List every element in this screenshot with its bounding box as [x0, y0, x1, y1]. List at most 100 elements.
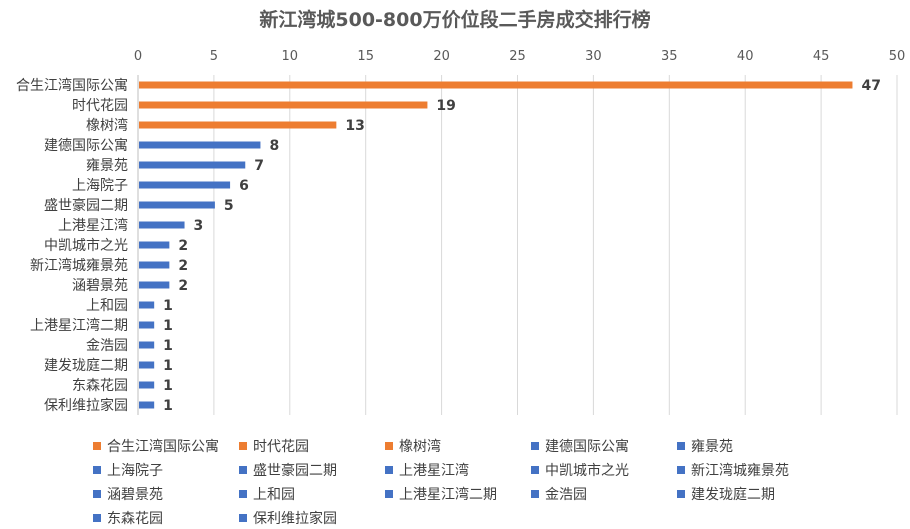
- category-label: 上港星江湾二期: [30, 317, 128, 334]
- legend-label: 保利维拉家园: [253, 511, 337, 527]
- data-label: 19: [436, 98, 455, 114]
- legend-swatch: [531, 442, 539, 450]
- data-label: 1: [163, 338, 173, 354]
- bar: [139, 81, 853, 89]
- legend-item: 合生江湾国际公寓: [93, 436, 219, 456]
- legend-item: 建德国际公寓: [531, 436, 629, 456]
- x-tick-label: 30: [585, 49, 602, 64]
- legend-swatch: [677, 466, 685, 474]
- legend-swatch: [93, 490, 101, 498]
- legend-item: 金浩园: [531, 484, 587, 504]
- legend-label: 涵碧景苑: [107, 487, 163, 503]
- bar: [139, 101, 428, 109]
- legend-item: 建发珑庭二期: [677, 484, 775, 504]
- category-label: 橡树湾: [86, 117, 128, 134]
- bar: [139, 301, 155, 309]
- legend-label: 合生江湾国际公寓: [107, 439, 219, 455]
- legend-label: 中凯城市之光: [545, 463, 629, 479]
- category-label: 雍景苑: [86, 158, 128, 174]
- category-label: 建德国际公寓: [44, 137, 128, 154]
- x-tick-label: 35: [661, 49, 678, 64]
- legend-swatch: [385, 442, 393, 450]
- category-label: 上海院子: [72, 178, 128, 194]
- category-label: 上港星江湾: [58, 217, 128, 234]
- bar: [139, 261, 170, 269]
- legend-label: 上海院子: [107, 463, 163, 479]
- legend-swatch: [239, 466, 247, 474]
- bar: [139, 361, 155, 369]
- data-label: 1: [163, 358, 173, 374]
- bar: [139, 201, 215, 209]
- bar: [139, 141, 261, 149]
- legend-item: 盛世豪园二期: [239, 460, 337, 480]
- x-tick-label: 40: [737, 49, 754, 64]
- bars: [139, 81, 853, 409]
- legend-item: 中凯城市之光: [531, 460, 629, 480]
- data-label: 13: [345, 118, 364, 134]
- legend-swatch: [93, 442, 101, 450]
- data-label: 2: [178, 238, 188, 254]
- legend-item: 时代花园: [239, 436, 309, 456]
- legend-item: 新江湾城雍景苑: [677, 460, 789, 480]
- data-label: 3: [194, 218, 204, 234]
- legend-item: 上海院子: [93, 460, 163, 480]
- category-label: 东森花园: [72, 378, 128, 394]
- legend-item: 雍景苑: [677, 436, 733, 456]
- legend-swatch: [239, 514, 247, 522]
- data-label: 1: [163, 318, 173, 334]
- legend-label: 建德国际公寓: [545, 439, 629, 455]
- bar: [139, 281, 170, 289]
- legend-label: 时代花园: [253, 439, 309, 455]
- legend-swatch: [677, 442, 685, 450]
- category-labels: 合生江湾国际公寓时代花园橡树湾建德国际公寓雍景苑上海院子盛世豪园二期上港星江湾中…: [16, 77, 128, 414]
- legend-label: 橡树湾: [399, 439, 441, 455]
- legend-label: 上和园: [253, 487, 295, 503]
- legend-swatch: [239, 490, 247, 498]
- legend-item: 保利维拉家园: [239, 508, 337, 528]
- bar: [139, 381, 155, 389]
- category-label: 金浩园: [86, 338, 128, 354]
- data-label: 5: [224, 198, 234, 214]
- category-label: 时代花园: [72, 98, 128, 114]
- data-label: 1: [163, 378, 173, 394]
- category-label: 建发珑庭二期: [44, 357, 128, 374]
- category-label: 盛世豪园二期: [44, 198, 128, 214]
- legend-label: 新江湾城雍景苑: [691, 463, 789, 479]
- legend-item: 橡树湾: [385, 436, 441, 456]
- legend-label: 上港星江湾二期: [399, 487, 497, 503]
- x-tick-label: 25: [509, 49, 526, 64]
- legend-label: 东森花园: [107, 511, 163, 527]
- legend-swatch: [677, 490, 685, 498]
- legend-swatch: [93, 466, 101, 474]
- chart-title: 新江湾城500-800万价位段二手房成交排行榜: [259, 8, 650, 31]
- data-label: 8: [269, 138, 279, 154]
- category-label: 上和园: [86, 298, 128, 314]
- legend-label: 盛世豪园二期: [253, 463, 337, 479]
- data-label: 1: [163, 298, 173, 314]
- legend-item: 上和园: [239, 484, 295, 504]
- data-label: 2: [178, 258, 188, 274]
- x-tick-label: 50: [889, 49, 906, 64]
- bar: [139, 161, 246, 169]
- legend-item: 涵碧景苑: [93, 484, 163, 504]
- legend-label: 建发珑庭二期: [691, 487, 775, 503]
- bar: [139, 241, 170, 249]
- x-tick-label: 45: [813, 49, 830, 64]
- data-label: 47: [861, 78, 880, 94]
- grid-lines: [137, 75, 898, 415]
- category-label: 新江湾城雍景苑: [30, 257, 128, 274]
- bar: [139, 221, 185, 229]
- legend-swatch: [531, 490, 539, 498]
- legend-item: 上港星江湾: [385, 460, 469, 480]
- x-axis-ticks: 0 5 10 15 20 25 30 35 40 45 50: [134, 49, 905, 64]
- data-label: 2: [178, 278, 188, 294]
- chart: 新江湾城500-800万价位段二手房成交排行榜 0 5 10 15 20 25 30 35 40…: [16, 8, 905, 415]
- x-tick-label: 0: [134, 49, 142, 64]
- category-label: 中凯城市之光: [44, 237, 128, 254]
- bar: [139, 401, 155, 409]
- legend-swatch: [239, 442, 247, 450]
- legend-swatch: [93, 514, 101, 522]
- legend-item: 东森花园: [93, 508, 163, 528]
- data-label: 6: [239, 178, 249, 194]
- legend-swatch: [385, 490, 393, 498]
